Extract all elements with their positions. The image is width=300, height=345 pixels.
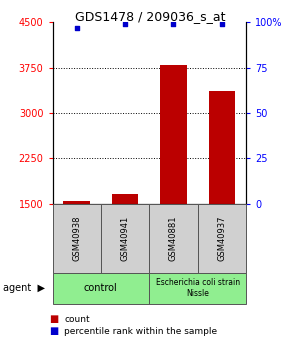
Text: GDS1478 / 209036_s_at: GDS1478 / 209036_s_at <box>75 10 225 23</box>
Text: Escherichia coli strain
Nissle: Escherichia coli strain Nissle <box>156 278 240 298</box>
Text: GSM40937: GSM40937 <box>217 215 226 261</box>
Text: ■: ■ <box>50 314 59 324</box>
Text: GSM40938: GSM40938 <box>72 215 81 261</box>
Text: control: control <box>84 283 118 293</box>
Point <box>171 21 176 27</box>
Bar <box>112 194 138 204</box>
Text: GSM40881: GSM40881 <box>169 215 178 261</box>
Text: agent  ▶: agent ▶ <box>3 283 45 293</box>
Bar <box>63 201 90 204</box>
Point <box>123 21 128 27</box>
Bar <box>208 91 235 204</box>
Point <box>219 21 224 27</box>
Text: percentile rank within the sample: percentile rank within the sample <box>64 327 218 336</box>
Text: GSM40941: GSM40941 <box>121 215 130 261</box>
Point <box>74 25 79 31</box>
Text: count: count <box>64 315 90 324</box>
Bar <box>160 65 187 204</box>
Text: ■: ■ <box>50 326 59 336</box>
